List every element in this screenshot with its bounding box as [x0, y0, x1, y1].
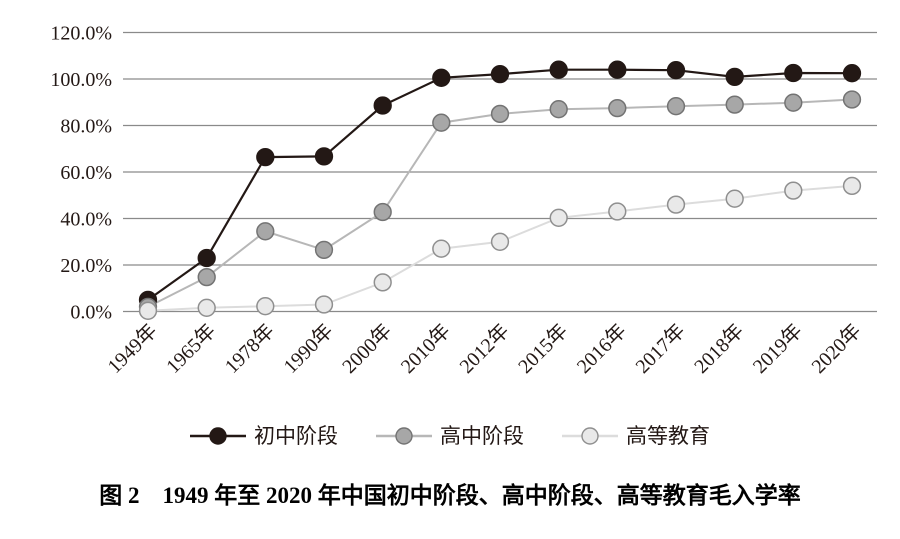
data-point-junior-secondary	[314, 147, 334, 166]
legend-swatch-higher-education	[562, 427, 618, 445]
y-axis-tick-label: 80.0%	[60, 116, 112, 138]
x-axis-tick-label: 1949年	[103, 319, 162, 378]
data-point-higher-education	[138, 301, 158, 320]
x-axis-tick-label: 2010年	[396, 319, 455, 378]
data-point-senior-secondary	[784, 93, 803, 112]
y-axis-tick-label: 20.0%	[60, 255, 112, 277]
data-point-higher-education	[666, 195, 686, 214]
data-point-junior-secondary	[842, 64, 862, 83]
data-point-senior-secondary	[314, 240, 334, 260]
chart-legend: 初中阶段 高中阶段 高等教育	[0, 423, 900, 449]
x-axis-tick-label: 1978年	[220, 319, 279, 378]
legend-label-higher-education: 高等教育	[626, 424, 710, 448]
x-axis-tick-label: 2018年	[690, 319, 749, 378]
data-point-higher-education	[784, 181, 803, 200]
x-axis-tick-label: 2016年	[572, 319, 631, 378]
data-point-senior-secondary	[842, 90, 862, 109]
series-line-senior-secondary	[147, 98, 853, 308]
data-point-senior-secondary	[197, 267, 216, 287]
data-point-junior-secondary	[432, 68, 451, 87]
data-point-senior-secondary	[432, 113, 451, 132]
data-point-senior-secondary	[725, 95, 744, 114]
y-axis-tick-label: 120.0%	[50, 23, 112, 45]
data-point-junior-secondary	[490, 64, 510, 84]
data-point-higher-education	[256, 297, 275, 316]
data-point-senior-secondary	[549, 100, 568, 119]
y-axis-tick-label: 60.0%	[60, 162, 112, 184]
legend-item-junior-secondary: 初中阶段	[190, 423, 338, 449]
x-axis-tick-label: 2015年	[514, 319, 573, 378]
figure-caption: 图 2 1949 年至 2020 年中国初中阶段、高中阶段、高等教育毛入学率	[99, 483, 801, 508]
data-point-junior-secondary	[373, 96, 392, 115]
data-point-higher-education	[197, 298, 216, 317]
y-axis-tick-label: 100.0%	[50, 69, 112, 91]
data-point-junior-secondary	[666, 61, 686, 80]
data-point-higher-education	[490, 232, 510, 251]
data-point-higher-education	[608, 202, 627, 221]
data-point-higher-education	[725, 189, 744, 208]
x-axis-tick-label: 1965年	[162, 319, 221, 378]
x-axis-tick-label: 2012年	[455, 319, 514, 378]
legend-item-higher-education: 高等教育	[562, 423, 710, 449]
data-point-higher-education	[432, 239, 451, 258]
legend-label-senior-secondary: 高中阶段	[440, 424, 524, 448]
data-point-senior-secondary	[490, 104, 510, 124]
x-axis-tick-label: 2000年	[338, 319, 397, 378]
data-point-higher-education	[314, 295, 334, 314]
x-axis-tick-label: 2019年	[748, 319, 807, 378]
data-point-junior-secondary	[549, 60, 568, 79]
x-axis-tick-label: 1990年	[279, 319, 338, 378]
legend-item-senior-secondary: 高中阶段	[376, 423, 524, 449]
legend-swatch-junior-secondary	[190, 427, 246, 445]
data-point-junior-secondary	[608, 60, 627, 79]
data-point-junior-secondary	[256, 147, 275, 167]
data-point-higher-education	[549, 208, 568, 227]
legend-swatch-senior-secondary	[376, 427, 432, 445]
line-chart: 0.0% 20.0% 40.0% 60.0% 80.0% 100.0% 120.0% 1949…	[50, 23, 877, 378]
data-point-higher-education	[842, 176, 862, 196]
data-point-senior-secondary	[256, 222, 275, 241]
data-point-junior-secondary	[725, 67, 744, 87]
data-point-senior-secondary	[608, 98, 627, 118]
legend-label-junior-secondary: 初中阶段	[254, 424, 338, 448]
x-axis-tick-label: 2020年	[807, 319, 866, 378]
data-point-junior-secondary	[197, 248, 216, 268]
data-point-senior-secondary	[373, 202, 392, 222]
data-point-senior-secondary	[666, 97, 686, 116]
x-axis-tick-label: 2017年	[631, 319, 690, 378]
data-point-higher-education	[373, 273, 392, 292]
y-axis-tick-label: 0.0%	[70, 302, 112, 324]
y-axis-tick-label: 40.0%	[60, 209, 112, 231]
data-point-junior-secondary	[784, 63, 803, 83]
